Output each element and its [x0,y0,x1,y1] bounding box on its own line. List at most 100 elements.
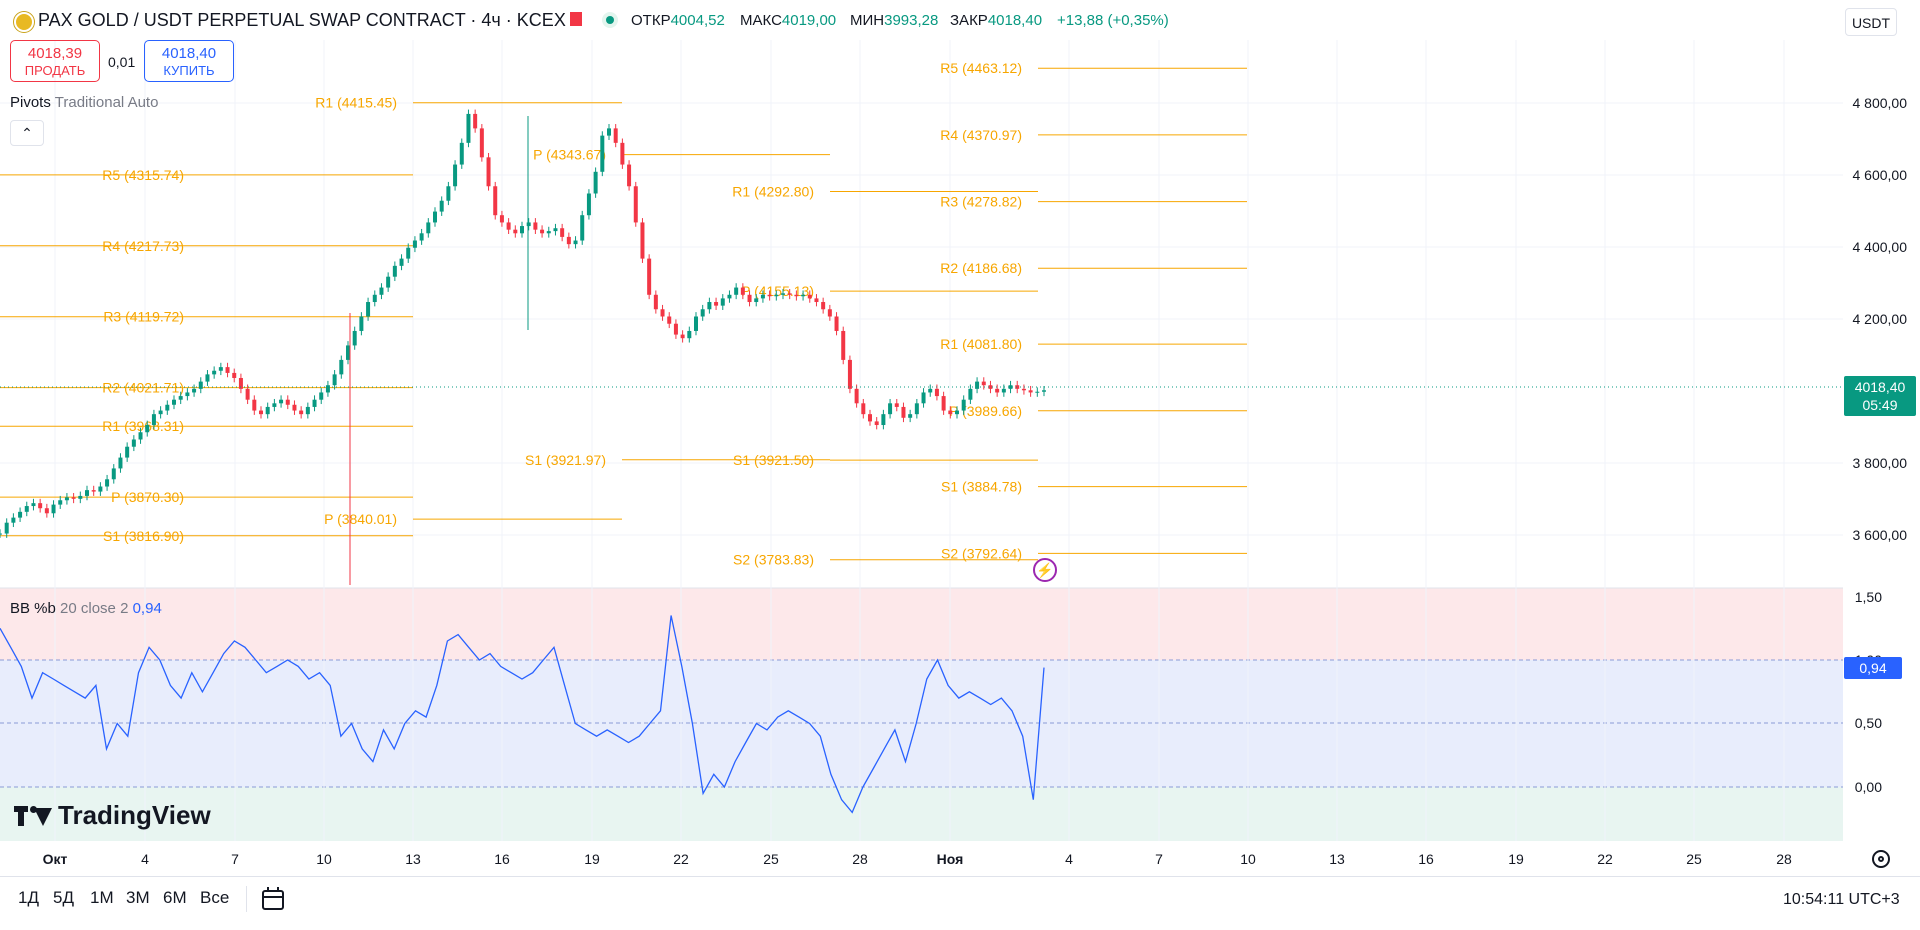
candle-body [386,276,391,288]
collapse-icon[interactable]: ⌃ [10,120,44,146]
candle-body [1021,388,1026,391]
candle-body [359,316,364,331]
pivot-label: R3 (4278.82) [940,194,1022,210]
candle-body [787,293,792,295]
candle-body [560,228,565,237]
candle-body [285,399,290,405]
candle-body [172,399,176,405]
candle-body [760,294,765,299]
toolbar-divider [246,886,247,912]
candle-body [0,533,2,535]
pivot-label: R2 (4021.71) [102,380,184,396]
candle-body [151,414,156,426]
candle-body [366,302,371,317]
candle-body [352,330,357,346]
pivot-label: P (4343.67) [533,147,606,163]
candle-body [412,240,417,248]
candle-body [566,236,571,245]
tradingview-watermark[interactable]: TradingView [14,800,211,831]
pivots-legend[interactable]: Pivots Traditional Auto [10,94,158,111]
candle-body [439,200,444,212]
candle-body [225,367,230,373]
candle-body [881,414,886,426]
candle-body [205,374,210,382]
range-1m-button[interactable]: 1М [90,888,114,907]
candle-body [747,294,752,303]
candle-body [98,486,103,492]
range-1d-button[interactable]: 1Д [18,888,39,907]
candle-body [446,186,451,201]
candle-body [259,410,263,415]
range-5d-button[interactable]: 5Д [53,888,74,907]
candle-body [714,302,719,306]
tradingview-wordmark: TradingView [58,800,211,830]
range-all-button[interactable]: Все [200,888,230,907]
time-tick: 22 [673,851,689,867]
candle-body [64,497,69,501]
candle-body [948,410,953,415]
time-tick: 25 [1686,851,1702,867]
candle-body [888,403,893,415]
candle-body [319,392,324,400]
candle-body [586,193,591,216]
time-tick: 16 [494,851,510,867]
time-tick: 4 [1065,851,1073,867]
pivots-params: Traditional Auto [54,94,159,111]
candle-body [700,309,705,317]
price-tick: 3 800,00 [1853,455,1908,471]
candle-body [981,381,986,386]
candle-body [941,396,946,411]
calendar-icon[interactable] [262,887,284,910]
sell-button[interactable]: 4018,39 ПРОДАТЬ [10,40,100,82]
flag-icon[interactable] [570,12,582,26]
candle-body [613,128,618,143]
candle-body [827,309,832,317]
pivot-label: S1 (3884.78) [941,479,1022,495]
symbol-title[interactable]: PAX GOLD / USDT PERPETUAL SWAP CONTRACT … [38,10,566,30]
candle-body [988,385,993,389]
range-3m-button[interactable]: 3М [126,888,150,907]
ohlc-close: ЗАКР4018,40 [950,12,1043,29]
pivot-label: R4 (4370.97) [940,127,1022,143]
bolt-icon[interactable]: ⚡ [1033,558,1057,582]
candle-body [4,522,9,534]
candle-body [874,421,879,426]
range-6m-button[interactable]: 6М [163,888,187,907]
buy-button[interactable]: 4018,40 КУПИТЬ [144,40,234,82]
candle-body [1042,390,1046,392]
candle-body [968,388,973,400]
bb-params: 20 close 2 [60,600,129,617]
candle-body [620,142,625,165]
bb-legend[interactable]: BB %b 20 close 2 0,94 [10,600,162,617]
candle-body [707,302,712,310]
time-tick: 13 [405,851,421,867]
candle-body [854,388,859,404]
currency-button[interactable]: USDT [1845,8,1897,36]
candle-body [372,294,377,303]
candle-body [928,388,933,393]
candle-body [1015,385,1020,389]
candle-body [379,287,384,295]
pivot-label: S1 (3816.90) [103,528,184,544]
time-tick: 25 [763,851,779,867]
candle-body [807,294,812,299]
spread-value: 0,01 [108,54,136,70]
candle-body [312,399,317,407]
candle-body [647,258,652,295]
candle-body [734,287,739,295]
candle-body [553,228,558,232]
candle-body [292,404,297,411]
candle-body [125,446,130,458]
candle-body [279,399,284,404]
time-tick: 16 [1418,851,1434,867]
candle-body [506,222,511,230]
logo-icon [14,12,34,32]
candle-body [908,414,913,418]
gear-icon[interactable] [1872,850,1890,868]
candle-body [740,287,745,295]
pivot-label: P (3870.30) [111,489,184,505]
clock[interactable]: 10:54:11 UTC+3 [1783,891,1900,908]
current-price-value: 4018,40 [1854,379,1906,395]
pivot-label: S2 (3792.64) [941,545,1022,561]
